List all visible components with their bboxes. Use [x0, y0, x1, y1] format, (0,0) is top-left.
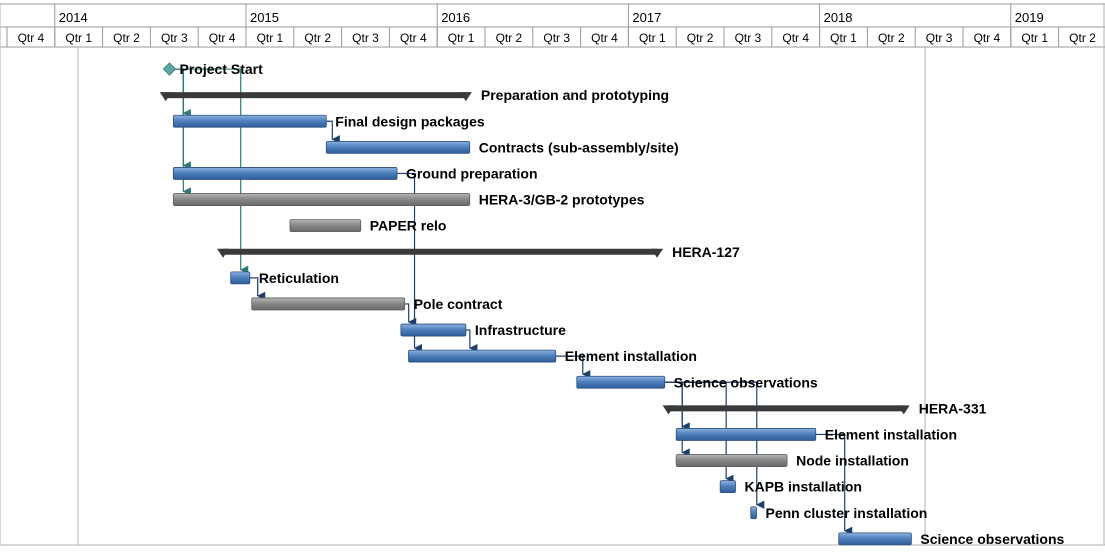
year-label: 2019 [1015, 10, 1044, 25]
summary-end-cap [651, 248, 664, 258]
year-label: 2016 [441, 10, 470, 25]
dependency-link [249, 277, 266, 301]
task-bar [172, 167, 398, 180]
task-bar [172, 114, 327, 128]
task-label: Penn cluster installation [766, 505, 928, 521]
quarter-label: Qtr 1 [1021, 31, 1048, 45]
quarter-label: Qtr 4 [782, 31, 809, 45]
quarter-label: Qtr 1 [257, 31, 284, 45]
task-label: Element installation [565, 348, 697, 364]
quarter-label: Qtr 4 [591, 31, 618, 45]
dependency-link [326, 120, 340, 144]
dependency-link [555, 355, 591, 379]
quarter-label: Qtr 4 [974, 31, 1001, 45]
task-label: Pole contract [414, 296, 503, 312]
quarter-label: Qtr 3 [735, 31, 762, 45]
task-bar [408, 349, 557, 363]
quarter-label: Qtr 3 [352, 31, 379, 45]
task-bar [289, 219, 362, 233]
task-bar [172, 193, 471, 206]
quarter-label: Qtr 3 [543, 31, 570, 45]
dependency-link [465, 329, 478, 353]
year-label: 2014 [59, 10, 88, 25]
task-bar [675, 454, 788, 467]
header-background [0, 0, 1105, 47]
timescale-header: 2014 2015 2016 2017 2018 2019 Qtr 4 Qtr 1 Qtr 2 Q… [0, 0, 1105, 48]
dependency-link [664, 381, 690, 457]
task-label: KAPB installation [744, 479, 861, 495]
dependency-link [404, 303, 417, 327]
summary-label: HERA-127 [672, 244, 740, 260]
task-label: PAPER relo [370, 218, 447, 234]
summary-label: HERA-331 [919, 400, 987, 416]
summary-bar [223, 248, 658, 255]
dependency-link [397, 172, 423, 353]
task-label: Infrastructure [475, 322, 566, 338]
quarter-label: Qtr 4 [18, 31, 45, 45]
summary-label: Preparation and prototyping [481, 87, 669, 103]
year-label: 2017 [632, 10, 661, 25]
quarter-label: Qtr 4 [400, 31, 427, 45]
task-label: Final design packages [335, 113, 485, 129]
task-label: HERA-3/GB-2 prototypes [479, 192, 645, 208]
quarter-label: Qtr 1 [448, 31, 475, 45]
chart-gridlines [0, 4, 1105, 546]
task-label: Element installation [825, 426, 957, 442]
summary-end-cap [897, 405, 910, 415]
quarter-label: Qtr 3 [926, 31, 953, 45]
task-label: Reticulation [259, 270, 339, 286]
task-label: Ground preparation [406, 165, 537, 181]
quarter-label: Qtr 2 [878, 31, 905, 45]
quarter-label: Qtr 1 [639, 31, 666, 45]
task-bar [838, 532, 912, 546]
summary-bar [165, 92, 466, 99]
quarter-label: Qtr 1 [65, 31, 92, 45]
dependency-link [664, 381, 765, 509]
year-label: 2018 [824, 10, 853, 25]
quarter-label: Qtr 2 [496, 31, 523, 45]
task-label: Science observations [674, 374, 818, 390]
quarter-label: Qtr 4 [209, 31, 236, 45]
task-bar [719, 480, 736, 494]
task-bar [750, 506, 757, 520]
task-bar [400, 323, 467, 337]
quarter-label: Qtr 2 [1069, 31, 1096, 45]
task-bars: Project Start Preparation and prototyping… [159, 61, 1065, 547]
task-label: Contracts (sub-assembly/site) [479, 139, 679, 155]
summary-start-cap [217, 248, 230, 258]
quarter-label: Qtr 2 [687, 31, 714, 45]
milestone-project-start [162, 62, 177, 76]
task-label: Node installation [796, 453, 909, 469]
task-bar [576, 375, 666, 389]
quarter-label: Qtr 2 [304, 31, 331, 45]
task-bar [230, 271, 251, 285]
summary-start-cap [159, 92, 172, 102]
quarter-label: Qtr 1 [830, 31, 857, 45]
task-bar [251, 297, 406, 311]
summary-bar [668, 405, 904, 412]
dependency-link [815, 433, 853, 536]
year-label: 2015 [250, 10, 279, 25]
quarter-label: Qtr 2 [113, 31, 140, 45]
summary-start-cap [662, 405, 675, 415]
task-label: Project Start [180, 61, 264, 77]
quarter-label: Qtr 3 [161, 31, 188, 45]
summary-end-cap [459, 92, 472, 102]
task-bar [675, 428, 817, 441]
task-label: Science observations [920, 531, 1064, 547]
task-bar [325, 140, 471, 154]
